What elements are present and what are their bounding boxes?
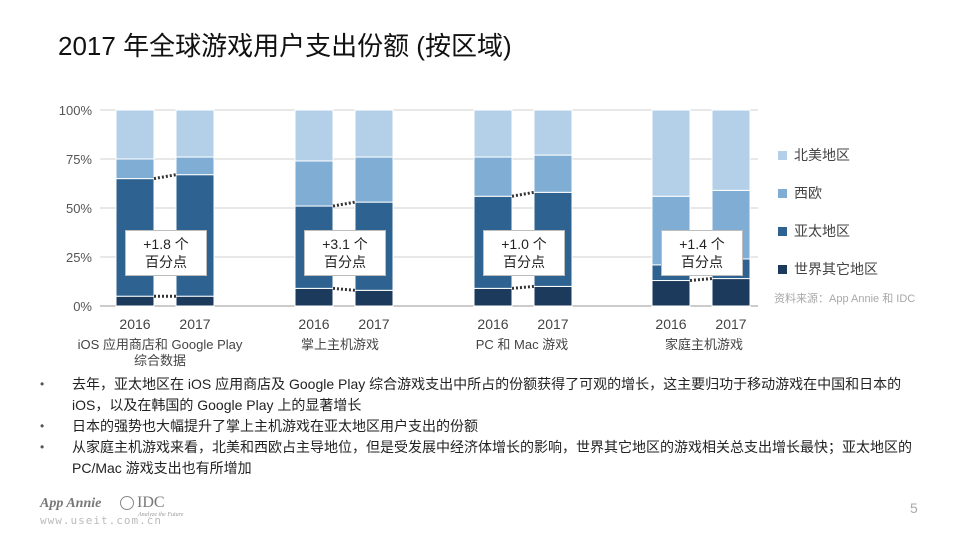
y-tick-label: 0% (73, 299, 92, 314)
legend-label: 亚太地区 (794, 223, 850, 239)
y-tick-label: 50% (66, 201, 92, 216)
connector-line (332, 200, 356, 208)
annotation-text: 百分点 (145, 254, 187, 270)
globe-icon (120, 496, 134, 510)
page-title: 2017 年全球游戏用户支出份额 (按区域) (58, 31, 512, 61)
group-label: PC 和 Mac 游戏 (476, 337, 568, 352)
legend-swatch (778, 226, 787, 236)
watermark: www.useit.com.cn (40, 514, 162, 527)
bar-segment (354, 109, 394, 158)
annotation-text: 百分点 (324, 254, 366, 270)
annotation-box: +3.1 个百分点 (304, 230, 386, 276)
legend-label: 西欧 (794, 185, 822, 201)
connector-line (153, 173, 177, 181)
legend-item-north-america: 北美地区 (778, 136, 878, 174)
bar-segment (294, 160, 334, 207)
connector-line (689, 277, 713, 283)
app-annie-logo: App Annie (40, 496, 102, 511)
bar-segment (651, 109, 691, 197)
legend-item-rest-of-world: 世界其它地区 (778, 250, 878, 288)
group-label: iOS 应用商店和 Google Play (78, 337, 243, 352)
x-tick-label: 2017 (715, 316, 746, 332)
idc-logo: IDC (120, 494, 165, 512)
y-tick-label: 25% (66, 250, 92, 265)
annotation-text: 百分点 (681, 254, 723, 270)
x-tick-label: 2017 (537, 316, 568, 332)
bar-segment (711, 109, 751, 191)
legend-swatch (778, 264, 787, 274)
x-tick-label: 2017 (358, 316, 389, 332)
bar-segment (175, 156, 215, 176)
y-tick-label: 75% (66, 152, 92, 167)
annotation-box: +1.0 个百分点 (483, 230, 565, 276)
bullet-item: 从家庭主机游戏来看，北美和西欧占主导地位，但是受发展中经济体增长的影响，世界其它… (34, 437, 914, 479)
footer-logos: App Annie IDC Analyze the Future www.use… (40, 494, 200, 534)
connector-line (511, 190, 535, 198)
connector-line (511, 284, 535, 290)
x-tick-label: 2016 (119, 316, 150, 332)
legend-item-asia-pacific: 亚太地区 (778, 212, 878, 250)
group-label: 家庭主机游戏 (665, 337, 743, 352)
annotation-box: +1.4 个百分点 (661, 230, 743, 276)
bar-segment (473, 109, 513, 158)
x-tick-label: 2016 (298, 316, 329, 332)
bar-segment (533, 109, 573, 156)
bar-segment (294, 287, 334, 307)
bullet-item: 去年，亚太地区在 iOS 应用商店及 Google Play 综合游戏支出中所占… (34, 374, 914, 416)
bar-segment (354, 156, 394, 203)
bullet-item: 日本的强势也大幅提升了掌上主机游戏在亚太地区用户支出的份额 (34, 416, 914, 437)
legend-label: 世界其它地区 (794, 261, 878, 277)
y-tick-label: 100% (59, 103, 93, 118)
legend-item-western-europe: 西欧 (778, 174, 878, 212)
bar-segment (651, 280, 691, 307)
annotation-text: +3.1 个 (322, 236, 368, 252)
group-label: 综合数据 (134, 353, 186, 368)
legend-label: 北美地区 (794, 147, 850, 163)
x-tick-label: 2017 (179, 316, 210, 332)
bar-segment (533, 154, 573, 193)
idc-logo-text: IDC (137, 494, 165, 511)
bar-segment (354, 289, 394, 307)
source-note: 资料来源：App Annie 和 IDC (774, 293, 916, 305)
annotation-text: +1.8 个 (143, 236, 189, 252)
x-tick-label: 2016 (655, 316, 686, 332)
bar-segment (175, 109, 215, 158)
bullet-list: 去年，亚太地区在 iOS 应用商店及 Google Play 综合游戏支出中所占… (34, 374, 914, 479)
legend-swatch (778, 188, 787, 198)
legend-swatch (778, 150, 787, 160)
bar-segment (533, 285, 573, 307)
page-number: 5 (910, 500, 918, 516)
bar-segment (115, 158, 155, 180)
bar-segment (473, 156, 513, 197)
bar-segment (115, 295, 155, 307)
bar-segment (175, 295, 215, 307)
bar-segment (294, 109, 334, 162)
connector-line (332, 286, 356, 292)
bar-segment (711, 278, 751, 307)
group-label: 掌上主机游戏 (301, 337, 379, 352)
bar-segment (473, 287, 513, 307)
bar-segment (115, 109, 155, 160)
x-tick-label: 2016 (477, 316, 508, 332)
annotation-text: 百分点 (503, 254, 545, 270)
annotation-text: +1.0 个 (501, 236, 547, 252)
annotation-box: +1.8 个百分点 (125, 230, 207, 276)
annotation-text: +1.4 个 (679, 236, 725, 252)
idc-tagline: Analyze the Future (138, 512, 184, 518)
legend: 北美地区 西欧 亚太地区 世界其它地区 (778, 136, 878, 288)
